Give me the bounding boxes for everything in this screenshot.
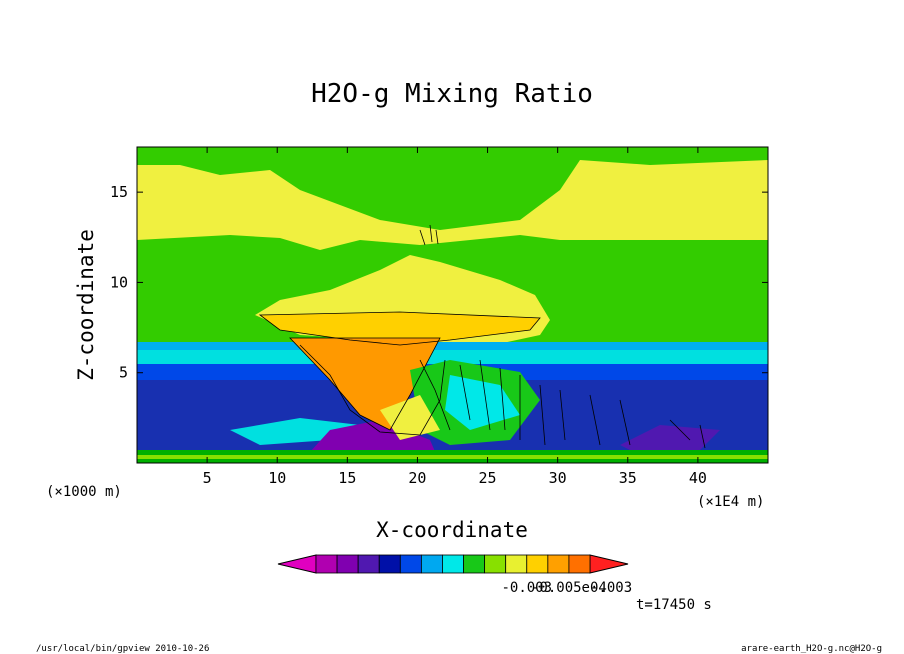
purple-zone-right [620,425,720,455]
colorbar-swatch-7 [463,554,486,574]
footer-left: /usr/local/bin/gpview 2010-10-26 [36,644,209,654]
y-tick-label-0: 5 [119,364,128,382]
band-surface-lightgreen [137,455,768,459]
x-tick-label-3: 20 [408,469,426,487]
band-lightblue [137,350,768,364]
y-tick-label-2: 15 [110,183,128,201]
footer-right: arare-earth_H2O-g.nc@H2O-g [741,644,882,654]
y-axis-label: Z-coordinate [74,229,98,381]
colorbar: -0.003-0.005e-40.003 [277,554,632,596]
colorbar-high-arrow [589,554,629,574]
colorbar-swatch-5 [420,554,443,574]
colorbar-swatch-9 [505,554,528,574]
x-tick-label-2: 15 [338,469,356,487]
x-tick-label-0: 5 [203,469,212,487]
x-tick-label-6: 35 [619,469,637,487]
x-tick-label-1: 10 [268,469,286,487]
colorbar-swatch-11 [547,554,570,574]
x-axis-label: X-coordinate [376,518,528,542]
plot-frame [136,146,769,464]
plot-area [136,146,769,464]
colorbar-swatch-0 [315,554,338,574]
band-upper-green-top [137,147,768,230]
colorbar-swatch-1 [336,554,359,574]
turbulent-mix-yellow [380,395,440,440]
x-unit-label: (×1E4 m) [697,494,764,510]
colorbar-label-0: -0.003 [501,580,552,596]
x-tick-label-5: 30 [549,469,567,487]
x-tick-label-4: 25 [479,469,497,487]
y-unit-label: (×1000 m) [46,484,122,500]
turbulent-mix-cyan [445,375,520,430]
colorbar-swatch-4 [399,554,422,574]
time-label: t=17450 s [636,597,712,613]
contour-fill [137,147,768,463]
chart-title: H2O-g Mixing Ratio [311,79,593,109]
colorbar-swatch-2 [357,554,380,574]
colorbar-low-arrow [277,554,317,574]
x-tick-label-7: 40 [689,469,707,487]
colorbar-label-2: 0.003 [590,580,632,596]
colorbar-swatch-6 [442,554,464,574]
colorbar-swatch-8 [484,554,507,574]
colorbar-label-1: -0.005e-4 [531,580,607,596]
axes: 5 10 15 20 25 30 35 40 5 10 15 [110,147,768,487]
contour-lines [258,224,706,449]
y-tick-label-1: 10 [110,273,128,291]
colorbar-swatch-12 [568,554,591,574]
colorbar-swatch-3 [378,554,401,574]
colorbar-swatch-10 [526,554,549,574]
